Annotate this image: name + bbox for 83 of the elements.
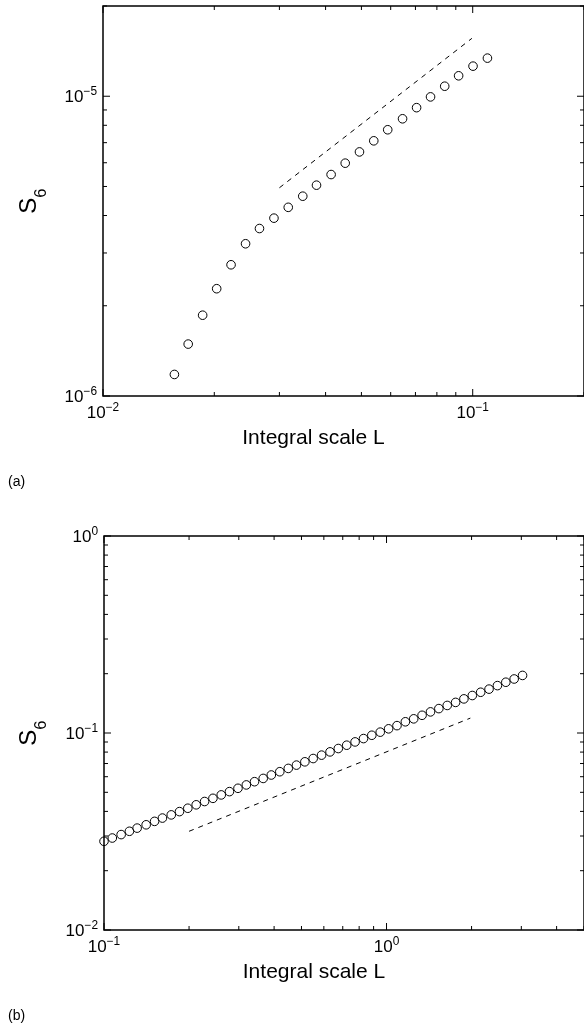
point: [468, 61, 478, 71]
point: [392, 720, 402, 731]
point: [340, 158, 351, 168]
point: [283, 763, 294, 774]
point: [224, 786, 235, 797]
point: [311, 180, 322, 190]
point: [383, 724, 394, 734]
point: [149, 816, 160, 827]
point: [274, 766, 285, 777]
point: [233, 783, 243, 794]
point: [266, 770, 277, 780]
point: [375, 727, 386, 737]
point: [509, 674, 519, 684]
point: [467, 690, 478, 701]
point: [482, 53, 493, 63]
point: [99, 836, 109, 847]
text: (a): [8, 473, 26, 489]
point: [169, 369, 180, 380]
x-axis-title: Integral scale L: [242, 425, 385, 448]
point: [269, 213, 279, 223]
point: [350, 737, 360, 747]
point: [358, 733, 369, 744]
point: [249, 776, 260, 787]
point: [157, 813, 168, 823]
point: [411, 102, 422, 113]
point: [226, 259, 236, 270]
point: [517, 670, 528, 681]
point: [425, 707, 436, 717]
point: [291, 760, 302, 770]
y-tick-label: 10$^{−1}$: [65, 721, 99, 743]
point: [333, 743, 344, 754]
point: [341, 740, 352, 751]
point: [308, 753, 318, 764]
point: [258, 773, 268, 784]
point: [417, 710, 427, 721]
point: [297, 191, 308, 201]
point: [316, 750, 327, 760]
point: [199, 796, 210, 807]
point: [400, 716, 411, 727]
point: [408, 714, 419, 724]
point: [325, 747, 335, 757]
point: [208, 793, 218, 804]
point: [141, 820, 151, 830]
point: [484, 684, 494, 694]
y-tick-label: 10$^{−5}$: [64, 84, 98, 107]
point: [501, 677, 511, 688]
point: [107, 833, 118, 843]
point: [211, 283, 222, 294]
point: [439, 81, 450, 92]
text: (b): [8, 1007, 26, 1023]
y-tick-label: 10$^{−6}$: [64, 384, 98, 406]
point: [300, 757, 310, 767]
point: [326, 169, 336, 180]
point: [216, 790, 227, 800]
point: [434, 703, 444, 714]
point: [382, 124, 393, 135]
point: [116, 829, 126, 840]
x-axis-title: Integral scale L: [242, 959, 386, 982]
point: [453, 71, 464, 81]
point: [442, 700, 453, 711]
point: [183, 803, 193, 814]
point: [367, 730, 377, 741]
point: [397, 113, 408, 124]
point: [459, 694, 469, 704]
point: [240, 238, 251, 249]
point: [183, 339, 193, 349]
point: [425, 92, 436, 102]
point: [191, 800, 201, 810]
point: [197, 310, 208, 321]
y-tick-label: 10$^{−2}$: [65, 918, 99, 940]
point: [354, 147, 365, 157]
point: [132, 823, 142, 833]
point: [450, 697, 461, 708]
point: [254, 223, 265, 234]
y-tick-label: 10$^{0}$: [72, 524, 99, 546]
point: [174, 806, 185, 817]
point: [283, 202, 294, 213]
point: [492, 680, 503, 691]
point: [368, 136, 379, 146]
point: [166, 810, 177, 820]
point: [241, 780, 252, 790]
point: [124, 826, 135, 837]
point: [475, 687, 486, 698]
